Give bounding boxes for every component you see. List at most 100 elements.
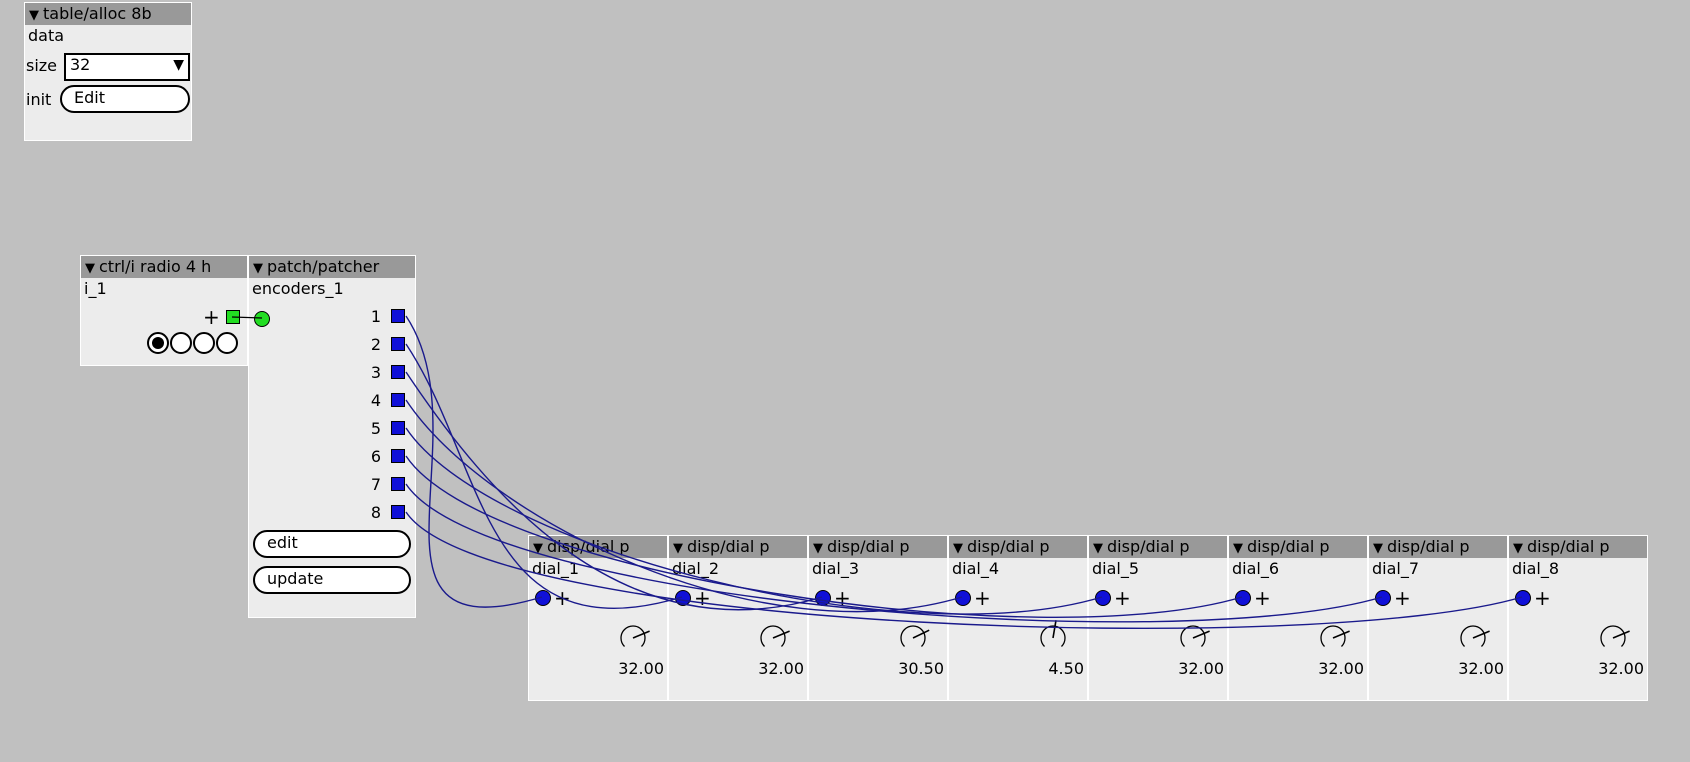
dial-knob[interactable]	[1459, 610, 1499, 654]
outlet-8-icon[interactable]	[391, 505, 405, 519]
radio-button-4[interactable]	[216, 332, 238, 354]
instance-name: dial_1	[532, 559, 580, 578]
add-parameter-icon[interactable]: +	[694, 586, 711, 610]
dial-knob[interactable]	[899, 610, 939, 654]
radio-button-3[interactable]	[193, 332, 215, 354]
dial-object[interactable]: ▼ disp/dial p dial_5 +32.00	[1088, 535, 1228, 701]
collapse-triangle-icon[interactable]: ▼	[813, 541, 823, 556]
size-dropdown[interactable]: 32 ▼	[64, 53, 190, 81]
add-parameter-icon[interactable]: +	[1114, 586, 1131, 610]
dial-object[interactable]: ▼ disp/dial p dial_2 +32.00	[668, 535, 808, 701]
outlet-4-icon[interactable]	[391, 393, 405, 407]
collapse-triangle-icon[interactable]: ▼	[1233, 541, 1243, 556]
instance-name: data	[28, 26, 65, 45]
object-title-bar[interactable]: ▼ disp/dial p	[1089, 536, 1227, 558]
object-title-bar[interactable]: ▼ disp/dial p	[1229, 536, 1367, 558]
object-title-bar[interactable]: ▼ table/alloc 8b	[25, 3, 191, 25]
dial-object[interactable]: ▼ disp/dial p dial_1 +32.00	[528, 535, 668, 701]
collapse-triangle-icon[interactable]: ▼	[533, 541, 543, 556]
object-title-bar[interactable]: ▼ ctrl/i radio 4 h	[81, 256, 247, 278]
add-parameter-icon[interactable]: +	[1394, 586, 1411, 610]
inlet-icon[interactable]	[675, 590, 691, 606]
inlet-icon[interactable]	[535, 590, 551, 606]
object-title: disp/dial p	[687, 537, 770, 556]
object-title-bar[interactable]: ▼ disp/dial p	[529, 536, 667, 558]
dial-knob[interactable]	[619, 610, 659, 654]
object-title-bar[interactable]: ▼ disp/dial p	[1509, 536, 1647, 558]
edit-button[interactable]: edit	[253, 530, 411, 558]
object-title-bar[interactable]: ▼ disp/dial p	[809, 536, 947, 558]
object-title: ctrl/i radio 4 h	[99, 257, 212, 276]
inlet-icon[interactable]	[1095, 590, 1111, 606]
dial-object[interactable]: ▼ disp/dial p dial_6 +32.00	[1228, 535, 1368, 701]
dial-knob[interactable]	[1179, 610, 1219, 654]
radio-button-2[interactable]	[170, 332, 192, 354]
add-parameter-icon[interactable]: +	[974, 586, 991, 610]
outlet-7-icon[interactable]	[391, 477, 405, 491]
object-title-bar[interactable]: ▼ disp/dial p	[669, 536, 807, 558]
size-label: size	[26, 56, 58, 75]
dial-value: 4.50	[1048, 659, 1084, 678]
object-title-bar[interactable]: ▼ patch/patcher	[249, 256, 415, 278]
add-parameter-icon[interactable]: +	[554, 586, 571, 610]
collapse-triangle-icon[interactable]: ▼	[1093, 541, 1103, 556]
green-outlet-icon[interactable]	[226, 310, 240, 324]
outlet-label: 5	[370, 419, 381, 438]
dial-object[interactable]: ▼ disp/dial p dial_7 +32.00	[1368, 535, 1508, 701]
radio-button-1[interactable]	[147, 332, 169, 354]
update-button[interactable]: update	[253, 566, 411, 594]
outlet-label: 1	[370, 307, 381, 326]
instance-name: dial_4	[952, 559, 1000, 578]
object-title: disp/dial p	[547, 537, 630, 556]
dial-knob[interactable]	[1319, 610, 1359, 654]
outlet-6-icon[interactable]	[391, 449, 405, 463]
object-title-bar[interactable]: ▼ disp/dial p	[949, 536, 1087, 558]
inlet-icon[interactable]	[815, 590, 831, 606]
chevron-down-icon: ▼	[173, 57, 184, 73]
dial-object[interactable]: ▼ disp/dial p dial_4 +4.50	[948, 535, 1088, 701]
dial-value: 32.00	[618, 659, 664, 678]
dial-object[interactable]: ▼ disp/dial p dial_3 +30.50	[808, 535, 948, 701]
instance-name: dial_8	[1512, 559, 1560, 578]
instance-name: dial_7	[1372, 559, 1420, 578]
dial-object[interactable]: ▼ disp/dial p dial_8 +32.00	[1508, 535, 1648, 701]
collapse-triangle-icon[interactable]: ▼	[953, 541, 963, 556]
collapse-triangle-icon[interactable]: ▼	[673, 541, 683, 556]
patch-cord-1	[405, 315, 543, 608]
radio-object[interactable]: ▼ ctrl/i radio 4 h i_1 +	[80, 255, 248, 366]
dial-knob[interactable]	[1599, 610, 1639, 654]
instance-name: i_1	[84, 279, 107, 298]
add-parameter-icon[interactable]: +	[1254, 586, 1271, 610]
edit-button[interactable]: Edit	[60, 85, 190, 113]
add-parameter-icon[interactable]: +	[203, 305, 220, 329]
dial-knob[interactable]	[759, 610, 799, 654]
table-alloc-object[interactable]: ▼ table/alloc 8b data size 32 ▼ init Edit	[24, 2, 192, 141]
outlet-3-icon[interactable]	[391, 365, 405, 379]
green-inlet-icon[interactable]	[254, 311, 270, 327]
outlet-1-icon[interactable]	[391, 309, 405, 323]
object-title-bar[interactable]: ▼ disp/dial p	[1369, 536, 1507, 558]
dial-knob[interactable]	[1039, 610, 1079, 654]
outlet-label: 6	[370, 447, 381, 466]
object-title: disp/dial p	[1247, 537, 1330, 556]
dial-value: 32.00	[1178, 659, 1224, 678]
dial-value: 32.00	[1458, 659, 1504, 678]
inlet-icon[interactable]	[1235, 590, 1251, 606]
add-parameter-icon[interactable]: +	[834, 586, 851, 610]
inlet-icon[interactable]	[1375, 590, 1391, 606]
collapse-triangle-icon[interactable]: ▼	[1373, 541, 1383, 556]
object-title: patch/patcher	[267, 257, 380, 276]
instance-name: dial_3	[812, 559, 860, 578]
collapse-triangle-icon[interactable]: ▼	[29, 8, 39, 23]
outlet-2-icon[interactable]	[391, 337, 405, 351]
collapse-triangle-icon[interactable]: ▼	[253, 261, 263, 276]
inlet-icon[interactable]	[955, 590, 971, 606]
inlet-icon[interactable]	[1515, 590, 1531, 606]
add-parameter-icon[interactable]: +	[1534, 586, 1551, 610]
outlet-5-icon[interactable]	[391, 421, 405, 435]
collapse-triangle-icon[interactable]: ▼	[1513, 541, 1523, 556]
collapse-triangle-icon[interactable]: ▼	[85, 261, 95, 276]
object-title: disp/dial p	[1107, 537, 1190, 556]
dial-value: 32.00	[758, 659, 804, 678]
